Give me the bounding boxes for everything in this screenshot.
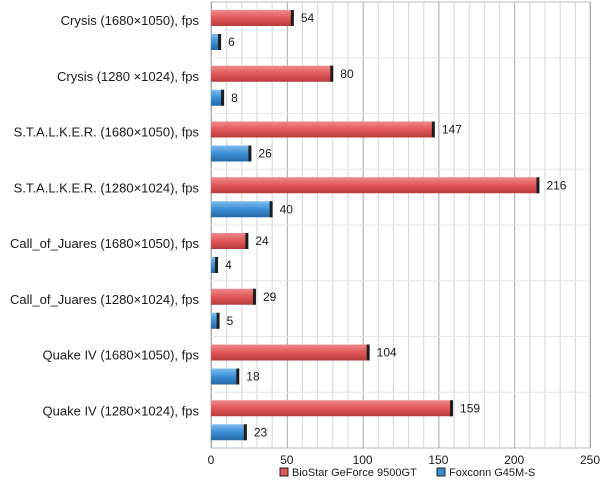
data-label: 104 [377,346,397,360]
legend-swatch [436,467,446,477]
bar-end-cap [215,257,219,273]
data-label: 80 [340,67,354,81]
bar-end-cap [431,121,435,138]
data-label: 6 [228,35,235,49]
data-label: 26 [258,147,272,161]
bar-biostar [211,121,434,138]
data-label: 54 [301,11,315,25]
x-tick-label: 250 [580,453,600,467]
bar-foxconn [211,312,219,329]
legend-label: Foxconn G45M-S [449,467,535,479]
legend-swatch [279,467,289,477]
category-label: Crysis (1680×1050), fps [61,13,200,28]
bar-end-cap [330,65,334,82]
data-label: 8 [231,91,238,105]
bar-end-cap [252,288,256,305]
data-label: 147 [442,123,462,137]
data-label: 216 [546,178,566,192]
bars [211,10,540,441]
bar-end-cap [536,177,540,194]
category-label: S.T.A.L.K.E.R. (1680×1050), fps [14,125,200,140]
x-tick-label: 150 [428,453,448,467]
data-label: 40 [280,202,294,216]
bar-end-cap [236,368,240,385]
bar-end-cap [248,145,252,162]
data-label: 29 [263,290,277,304]
bar-biostar [211,233,248,249]
x-tick-label: 0 [208,453,215,467]
bar-foxconn [211,368,239,385]
bar-end-cap [290,10,294,26]
x-tick-label: 200 [504,453,524,467]
category-label: Crysis (1280 ×1024), fps [57,69,199,84]
data-label: 159 [460,401,480,415]
bar-end-cap [218,34,222,50]
data-label: 5 [227,314,234,328]
data-label: 4 [225,258,232,272]
bar-foxconn [211,145,251,162]
category-label: Call_of_Juares (1680×1050), fps [10,236,199,251]
bar-end-cap [245,233,249,249]
bar-end-cap [221,89,225,106]
bar-end-cap [216,312,220,329]
bar-end-cap [269,201,273,218]
x-tick-label: 50 [280,453,294,467]
category-label: S.T.A.L.K.E.R. (1280×1024), fps [14,180,200,195]
category-label: Quake IV (1680×1050), fps [43,348,200,363]
bar-biostar [211,10,293,26]
bar-end-cap [450,400,454,417]
bar-biostar [211,65,333,82]
bar-biostar [211,400,453,417]
bar-foxconn [211,257,218,273]
bar-biostar [211,177,539,194]
bar-foxconn [211,34,221,50]
category-label: Quake IV (1280×1024), fps [43,403,200,418]
category-label: Call_of_Juares (1280×1024), fps [10,292,199,307]
bar-foxconn [211,424,246,441]
bar-biostar [211,288,255,305]
bar-end-cap [243,424,247,441]
legend-label: BioStar GeForce 9500GT [292,467,417,479]
bar-end-cap [366,344,370,361]
bar-foxconn [211,201,272,218]
data-label: 23 [254,425,268,439]
data-label: 18 [246,370,260,384]
legend: BioStar GeForce 9500GT Foxconn G45M-S [279,467,535,479]
bar-biostar [211,344,369,361]
bar-foxconn [211,89,224,106]
x-tick-label: 100 [353,453,373,467]
data-label: 24 [255,234,269,248]
